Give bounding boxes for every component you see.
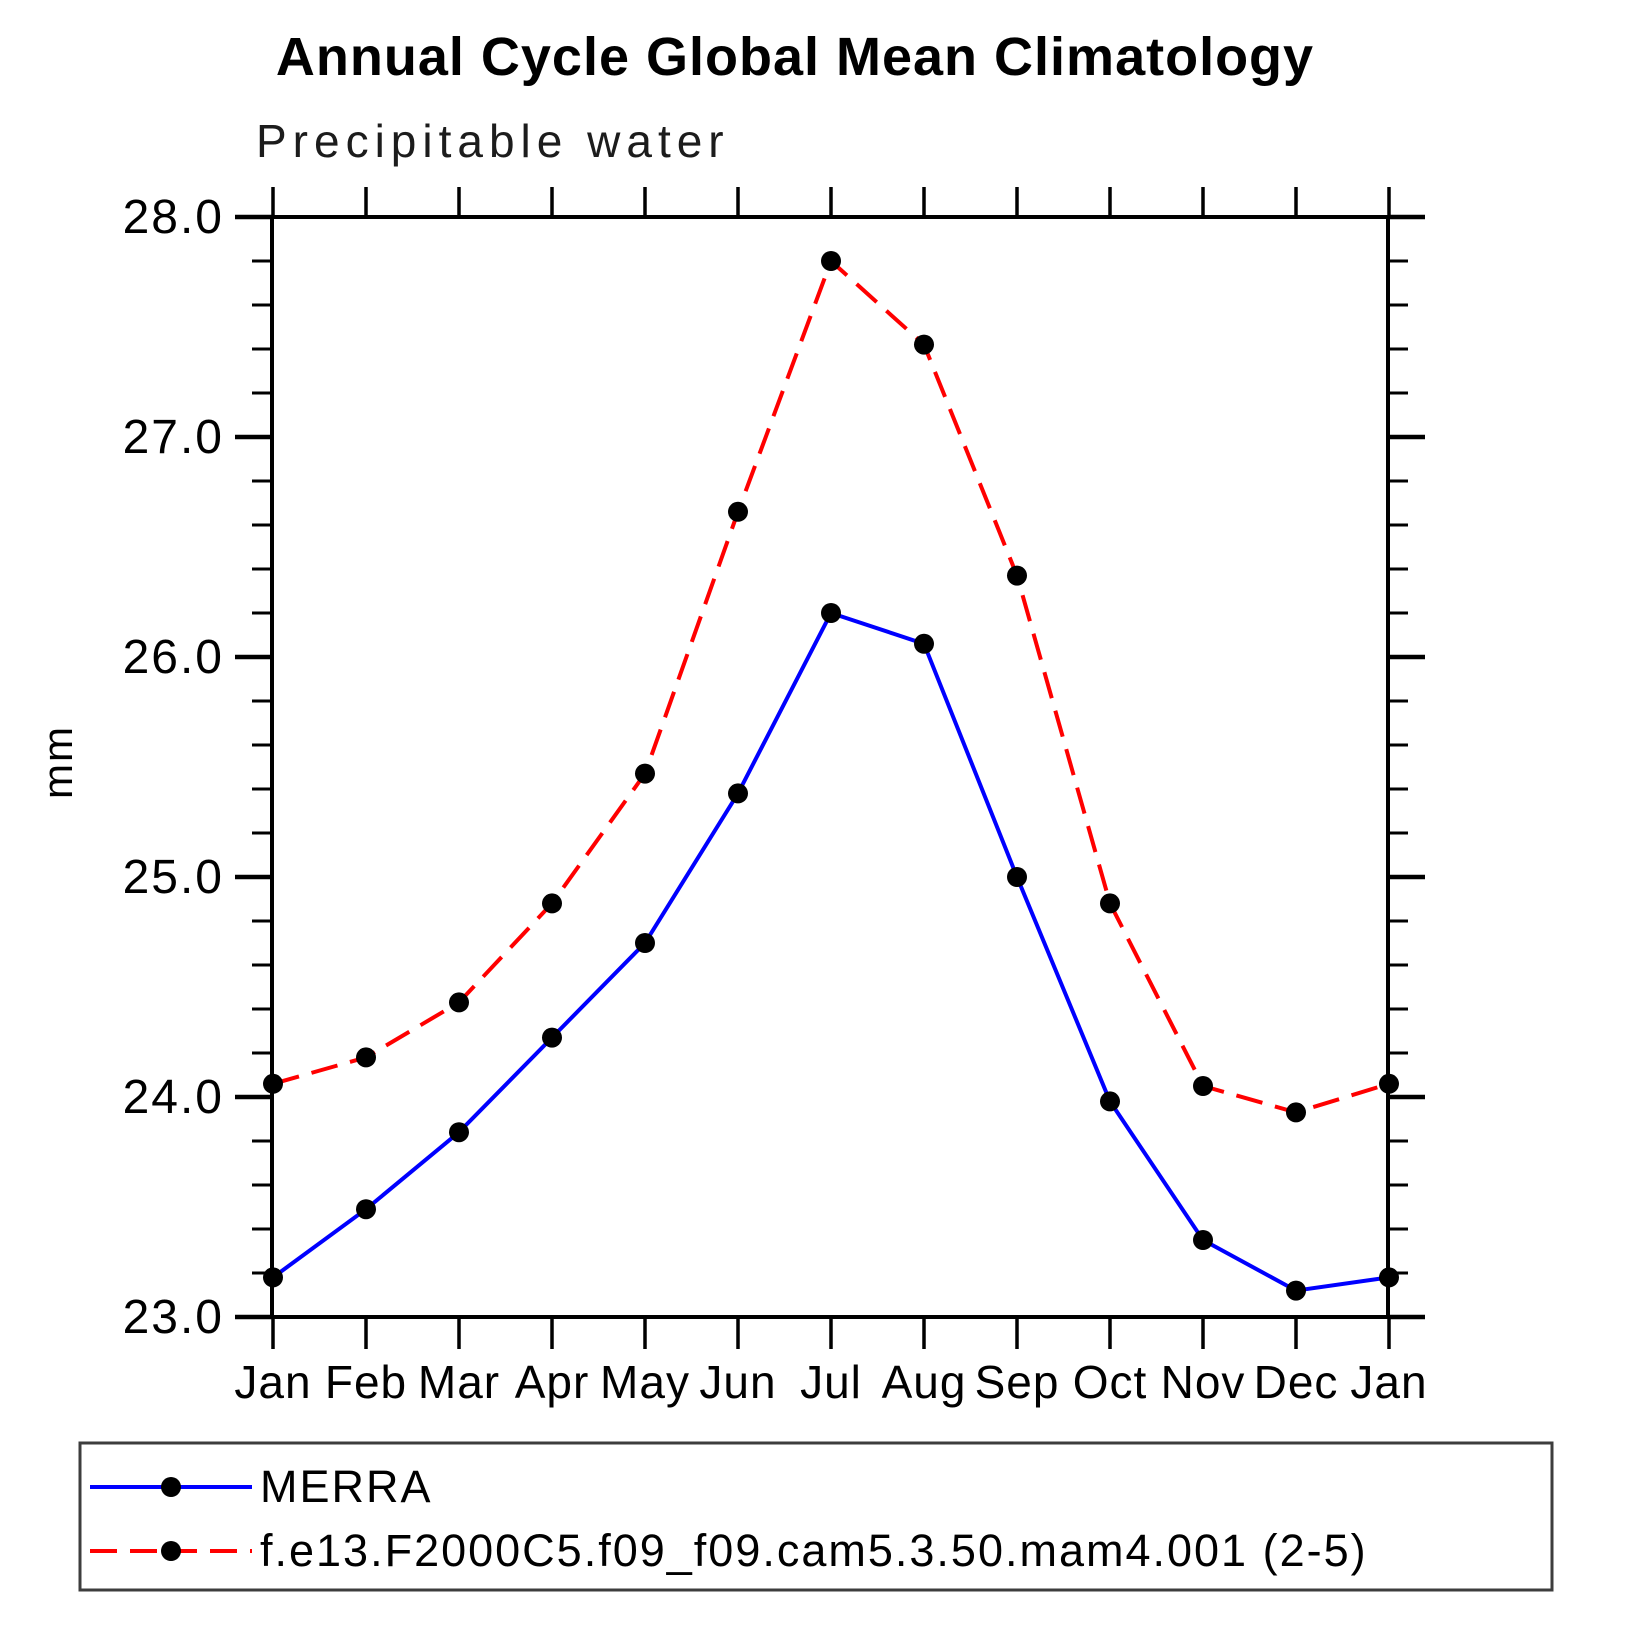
- series-markers-model: [263, 251, 1399, 1123]
- y-tick-label: 26.0: [123, 631, 224, 684]
- x-axis-ticks: [271, 187, 1391, 1349]
- data-point-marker: [728, 783, 748, 804]
- data-point-marker: [1100, 1091, 1120, 1112]
- x-tick-label: Jul: [800, 1356, 862, 1408]
- legend-label: f.e13.F2000C5.f09_f09.cam5.3.50.mam4.001…: [260, 1525, 1368, 1576]
- axis-frame: [270, 215, 1390, 1319]
- x-axis-labels: Jan Feb Mar Apr May Jun Jul Aug Sep Oct Nov Dec Jan: [234, 1356, 1427, 1408]
- x-tick-label: Aug: [882, 1356, 967, 1408]
- data-point-marker: [635, 763, 655, 784]
- data-point-marker: [542, 893, 562, 914]
- y-axis-labels: 23.0 24.0 25.0 26.0 27.0 28.0: [123, 191, 224, 1344]
- x-tick-label: Feb: [325, 1356, 407, 1408]
- series-markers-merra: [263, 603, 1399, 1301]
- data-point-marker: [1379, 1267, 1399, 1288]
- y-tick-label: 25.0: [123, 851, 224, 904]
- y-tick-label: 28.0: [123, 191, 224, 244]
- data-point-marker: [1379, 1073, 1399, 1094]
- data-point-marker: [449, 1122, 469, 1143]
- series-line-merra: [271, 610, 1390, 1293]
- y-axis-ticks: [235, 214, 1425, 1320]
- x-tick-label: Jan: [234, 1356, 311, 1408]
- data-point-marker: [263, 1267, 283, 1288]
- data-point-marker: [1286, 1102, 1306, 1123]
- x-tick-label: Oct: [1073, 1356, 1148, 1408]
- y-tick-label: 27.0: [123, 411, 224, 464]
- x-tick-label: Nov: [1161, 1356, 1246, 1408]
- data-point-marker: [263, 1073, 283, 1094]
- series-line-model: [272, 257, 1390, 1115]
- data-point-marker: [356, 1047, 376, 1068]
- data-point-marker: [449, 992, 469, 1013]
- y-tick-label: 24.0: [123, 1071, 224, 1124]
- data-point-marker: [1007, 867, 1027, 887]
- data-point-marker: [1193, 1076, 1213, 1096]
- x-tick-label: Mar: [418, 1356, 500, 1408]
- chart-subtitle: Precipitable water: [256, 115, 730, 167]
- data-point-marker: [728, 501, 748, 522]
- data-point-marker: [1007, 565, 1027, 586]
- data-point-marker: [914, 633, 934, 654]
- chart-title: Annual Cycle Global Mean Climatology: [275, 27, 1315, 87]
- legend-sample-marker: [161, 1477, 181, 1497]
- data-point-marker: [1100, 893, 1120, 914]
- x-tick-label: Apr: [515, 1356, 590, 1408]
- x-tick-label: Jun: [699, 1356, 776, 1408]
- x-tick-label: Sep: [975, 1356, 1060, 1408]
- x-tick-label: May: [600, 1356, 690, 1408]
- data-point-marker: [635, 933, 655, 953]
- legend-sample-marker: [161, 1541, 181, 1561]
- data-point-marker: [914, 334, 934, 355]
- data-point-marker: [1193, 1230, 1213, 1250]
- legend: MERRA f.e13.F2000C5.f09_f09.cam5.3.50.mam…: [78, 1441, 1554, 1592]
- data-point-marker: [1286, 1280, 1306, 1301]
- data-point-marker: [821, 251, 841, 271]
- x-tick-label: Dec: [1254, 1356, 1339, 1408]
- y-axis-label: mm: [34, 725, 81, 799]
- data-point-marker: [356, 1199, 376, 1220]
- legend-box: [78, 1441, 1554, 1592]
- y-tick-label: 23.0: [123, 1291, 224, 1344]
- x-tick-label: Jan: [1350, 1356, 1427, 1408]
- legend-label: MERRA: [260, 1461, 433, 1512]
- data-point-marker: [821, 603, 841, 623]
- data-point-marker: [542, 1027, 562, 1048]
